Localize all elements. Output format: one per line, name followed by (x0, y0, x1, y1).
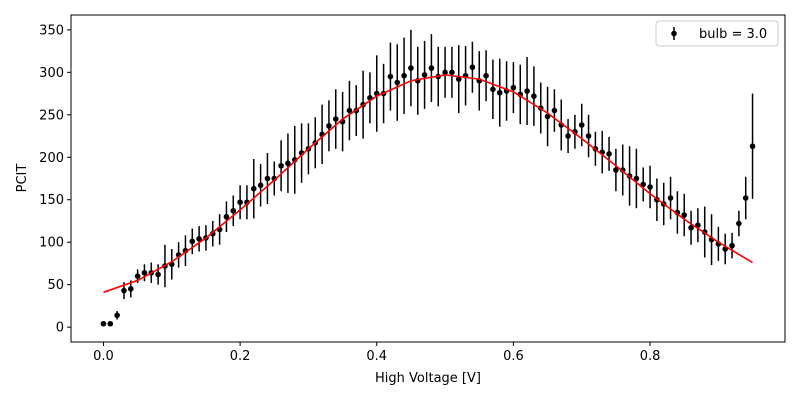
y-tick-label: 0 (56, 321, 64, 336)
data-point (387, 73, 394, 80)
data-point (736, 220, 742, 227)
data-point (483, 72, 489, 79)
x-axis: 0.0 0.2 0.4 0.6 0.8 (93, 342, 660, 364)
data-point (114, 312, 120, 319)
data-point (107, 320, 114, 327)
data-point (681, 212, 688, 218)
x-axis-label: High Voltage [V] (375, 371, 481, 386)
legend-label: bulb = 3.0 (699, 27, 767, 42)
data-point (647, 184, 653, 190)
data-point (578, 122, 585, 128)
y-tick-label: 350 (39, 23, 64, 38)
plot-area (70, 14, 786, 343)
data-point (196, 236, 202, 242)
data-point (421, 72, 428, 78)
data-point (633, 175, 640, 182)
x-tick-label: 0.8 (640, 349, 661, 364)
y-tick-label: 250 (39, 108, 64, 123)
data-point (121, 287, 127, 294)
legend-marker (671, 30, 677, 37)
data-point (490, 86, 496, 93)
y-tick-label: 300 (39, 66, 64, 81)
data-point (278, 162, 284, 169)
legend-box (655, 20, 779, 47)
y-tick-label: 100 (39, 236, 64, 251)
data-point (742, 195, 749, 201)
y-axis-label: PCIT (15, 164, 30, 193)
fit-line (103, 74, 753, 294)
data-point (264, 175, 271, 182)
data-point (442, 69, 448, 76)
data-point (565, 133, 571, 139)
data-point (291, 157, 298, 163)
x-tick-label: 0.6 (503, 349, 524, 364)
data-point (585, 133, 592, 139)
y-axis: 0 50 100 150 200 250 300 350 (39, 23, 71, 336)
data-point (257, 182, 264, 189)
data-point (326, 123, 332, 129)
data-point (531, 93, 537, 99)
data-point (285, 160, 291, 167)
data-point (189, 238, 196, 245)
data-point (346, 107, 353, 114)
data-point (428, 65, 435, 71)
data-point (401, 72, 407, 79)
x-tick-label: 0.0 (93, 349, 114, 364)
data-point (496, 89, 503, 96)
data-point (640, 181, 647, 188)
data-point (606, 151, 612, 157)
data-point (141, 269, 148, 276)
data-point (729, 242, 735, 249)
data-point (510, 84, 517, 91)
data-point (250, 185, 257, 192)
y-tick-label: 150 (39, 193, 64, 208)
data-point (667, 195, 674, 201)
data-point (394, 79, 401, 86)
data-point (209, 230, 216, 237)
x-tick-label: 0.4 (366, 349, 387, 364)
data-point (134, 273, 141, 279)
data-point (408, 65, 414, 71)
plot-frame (70, 14, 786, 343)
data-point (230, 207, 237, 214)
y-tick-label: 200 (39, 151, 64, 166)
data-point (688, 224, 694, 231)
data-point (127, 286, 134, 292)
data-point (524, 88, 530, 94)
data-point (551, 107, 558, 114)
data-point (469, 64, 476, 71)
y-tick-label: 50 (47, 278, 64, 293)
data-point (455, 76, 462, 82)
data-point (237, 199, 243, 206)
data-point (223, 213, 230, 220)
data-point (619, 167, 626, 173)
legend: bulb = 3.0 (655, 20, 779, 47)
data-point (155, 271, 161, 278)
data-point (100, 320, 107, 327)
x-tick-label: 0.2 (230, 349, 251, 364)
data-point (613, 167, 619, 173)
data-point (332, 116, 339, 122)
error-bars (102, 29, 754, 326)
data-point (449, 69, 455, 76)
data-point (749, 143, 756, 150)
